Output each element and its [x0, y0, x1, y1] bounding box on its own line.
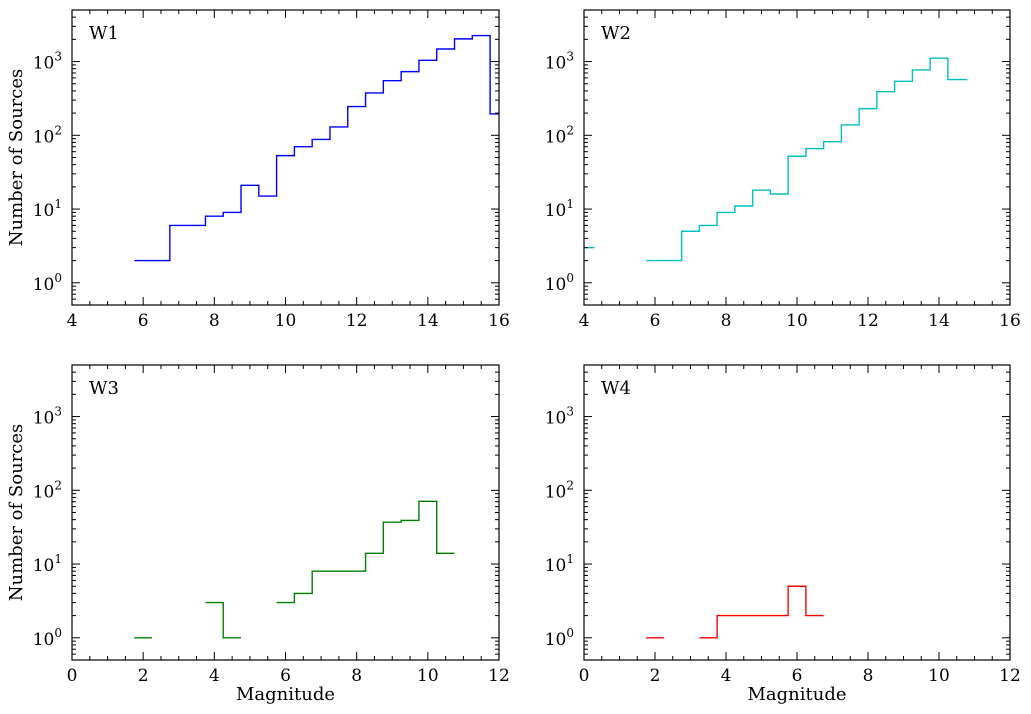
panel-label: W1	[89, 23, 119, 44]
y-tick-label: 101	[545, 197, 574, 221]
x-tick-label: 12	[346, 311, 368, 331]
y-axis-label: Number of Sources	[6, 424, 27, 601]
y-tick-label: 102	[545, 123, 574, 147]
x-tick-label: 10	[275, 311, 297, 331]
x-tick-label: 8	[863, 666, 874, 686]
x-tick-label: 0	[579, 666, 590, 686]
x-tick-label: 10	[417, 666, 439, 686]
series-step-w2-1	[646, 57, 968, 262]
x-tick-label: 6	[792, 666, 803, 686]
series-step-w1-0	[134, 34, 499, 262]
x-tick-label: 6	[138, 311, 149, 331]
y-tick-label: 100	[545, 271, 574, 295]
panel-label: W4	[601, 378, 631, 399]
x-tick-label: 4	[67, 311, 78, 331]
x-tick-label: 10	[928, 666, 950, 686]
series-step-w3-2	[276, 500, 455, 604]
x-axis-label: Magnitude	[747, 684, 846, 705]
x-tick-label: 2	[650, 666, 661, 686]
x-tick-label: 10	[786, 311, 808, 331]
x-tick-label: 14	[417, 311, 439, 331]
x-tick-label: 16	[999, 311, 1021, 331]
y-tick-label: 103	[545, 405, 574, 429]
series-step-w4-1	[699, 585, 824, 639]
series-step-w3-1	[205, 601, 242, 639]
panel-label: W3	[89, 378, 119, 399]
panel-label: W2	[601, 23, 631, 44]
x-tick-label: 4	[721, 666, 732, 686]
y-tick-label: 100	[33, 626, 62, 650]
y-tick-label: 101	[33, 552, 62, 576]
panel-w1: 4 6 8 10 12 14 16 100 101 102 103 W1 Number of Sourc…	[6, 9, 510, 331]
x-tick-label: 4	[209, 666, 220, 686]
panel-w2: 4 6 8 10 12 14 16 100 101 102 103 W2	[545, 9, 1021, 331]
x-tick-label: 8	[209, 311, 220, 331]
plot-frame	[71, 364, 500, 661]
panel-w3: 0 2 4 6 8 10 12 100 101 102 103 W3 Number of Sources…	[6, 364, 510, 705]
x-tick-label: 12	[999, 666, 1021, 686]
y-tick-label: 102	[33, 478, 62, 502]
y-tick-label: 103	[545, 50, 574, 74]
plot-frame	[583, 364, 1011, 661]
panel-w4: 0 2 4 6 8 10 12 100 101 102 103 W4 Magnitude	[545, 364, 1021, 705]
x-tick-label: 4	[579, 311, 590, 331]
y-tick-label: 103	[33, 405, 62, 429]
x-tick-label: 16	[488, 311, 510, 331]
y-tick-label: 102	[33, 123, 62, 147]
y-tick-label: 102	[545, 478, 574, 502]
y-tick-label: 103	[33, 50, 62, 74]
x-tick-label: 12	[857, 311, 879, 331]
x-tick-label: 6	[650, 311, 661, 331]
y-tick-label: 100	[33, 271, 62, 295]
x-axis-label: Magnitude	[236, 684, 335, 705]
y-axis-label: Number of Sources	[6, 69, 27, 246]
x-tick-label: 8	[721, 311, 732, 331]
x-tick-label: 0	[67, 666, 78, 686]
x-tick-label: 2	[138, 666, 149, 686]
y-tick-label: 100	[545, 626, 574, 650]
x-tick-label: 6	[280, 666, 291, 686]
x-tick-label: 12	[488, 666, 510, 686]
x-tick-label: 8	[351, 666, 362, 686]
y-tick-label: 101	[33, 197, 62, 221]
x-tick-label: 14	[928, 311, 950, 331]
y-tick-label: 101	[545, 552, 574, 576]
